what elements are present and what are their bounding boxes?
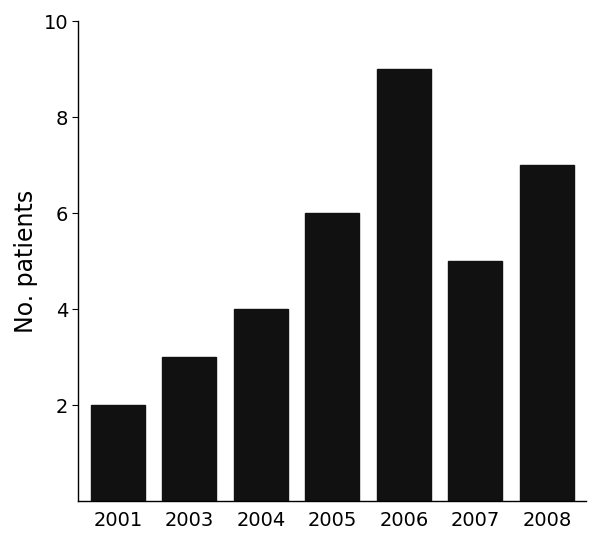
Bar xyxy=(305,213,359,502)
Bar xyxy=(234,310,287,502)
Bar xyxy=(448,261,502,502)
Bar xyxy=(520,165,574,502)
Y-axis label: No. patients: No. patients xyxy=(14,190,38,333)
Bar xyxy=(163,357,216,502)
Bar xyxy=(91,405,145,502)
Bar xyxy=(377,70,431,502)
